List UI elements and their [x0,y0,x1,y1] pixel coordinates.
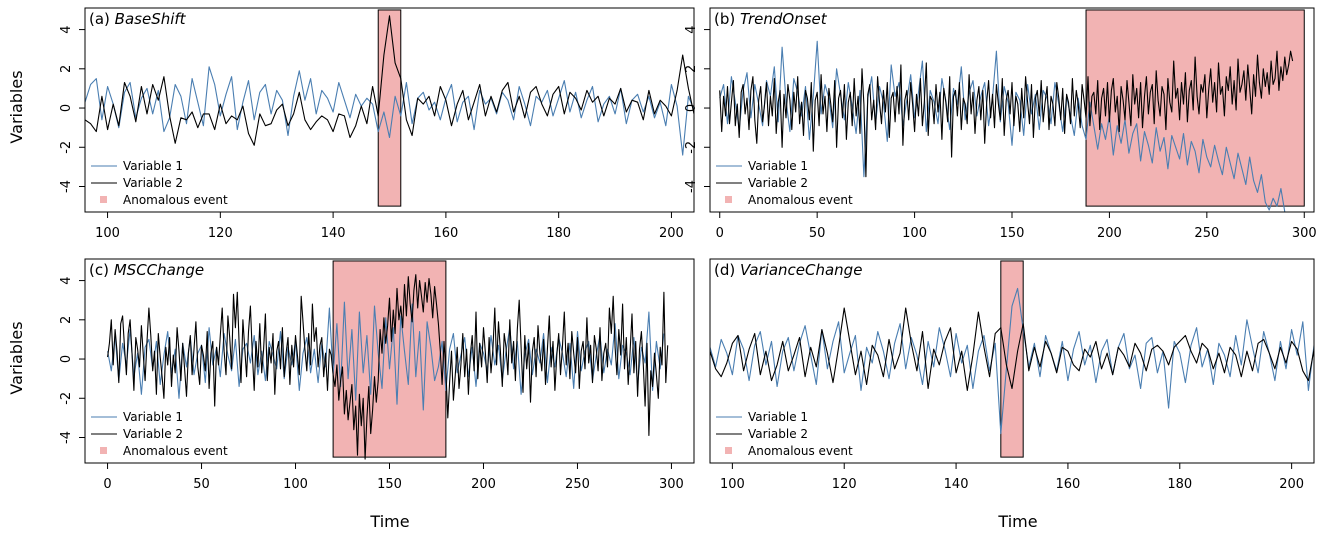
legend: Variable 1 Variable 2 Anomalous event [91,410,228,458]
x-tick-label: 180 [546,226,571,241]
panel-a: 100 120 140 160 180 200 -4 -2 0 2 4 (a) BaseShift Va… [59,7,695,241]
x-tick-label: 0 [103,477,111,492]
series-line-2 [85,15,694,146]
panel-title: (d) VarianceChange [714,261,862,279]
anomaly-region [1085,9,1305,207]
y-tick-label: -2 [684,141,699,154]
x-tick-label: 100 [902,226,927,241]
x-tick-label: 100 [720,477,745,492]
legend-label-variable-1: Variable 1 [748,159,808,173]
legend-swatch-anomaly [100,196,107,203]
legend-label-anomaly: Anomalous event [123,193,228,207]
x-tick-label: 300 [1292,226,1317,241]
panel-title-name: TrendOnset [740,10,828,28]
panel-title-prefix: (b) [714,10,740,28]
x-tick-label: 200 [1097,226,1122,241]
legend: Variable 1 Variable 2 Anomalous event [716,159,853,207]
y-tick-label: 4 [684,25,699,33]
y-tick-label: -2 [59,141,74,154]
legend-label-variable-2: Variable 2 [748,176,808,190]
x-tick-label: 140 [321,226,346,241]
y-axis-title-top: Variables [7,70,26,143]
anomaly-region [1000,260,1024,458]
x-tick-label: 200 [1279,477,1304,492]
panel-title: (b) TrendOnset [714,10,828,28]
plot-frame [84,7,695,213]
legend-label-variable-2: Variable 2 [123,427,183,441]
panel-title-name: MSCChange [114,261,204,279]
x-tick-label: 250 [565,477,590,492]
plot-frame [709,258,1315,464]
panel-c: 0 50 100 150 200 250 300 -4 -2 0 2 4 (c) MSCChange Va… [59,258,695,492]
panel-title: (a) BaseShift [89,10,187,28]
series-line-2 [719,50,1294,178]
legend-label-variable-1: Variable 1 [748,410,808,424]
x-tick-label: 150 [377,477,402,492]
series-line-2 [710,307,1314,391]
y-tick-label: 4 [59,25,74,33]
x-tick-label: 300 [659,477,684,492]
y-tick-label: 2 [59,316,74,324]
x-tick-label: 100 [283,477,308,492]
x-tick-label: 120 [832,477,857,492]
legend-swatch-anomaly [100,447,107,454]
x-tick-label: 200 [471,477,496,492]
series-line-2 [107,274,669,460]
y-tick-label: 2 [684,65,699,73]
x-tick-label: 180 [1167,477,1192,492]
y-tick-label: 0 [59,104,74,112]
y-tick-label: -4 [59,180,74,193]
y-tick-label: 4 [59,276,74,284]
x-tick-label: 0 [716,226,724,241]
series-line-1 [85,66,694,156]
y-tick-label: 0 [684,104,699,112]
anomaly-region [377,9,402,207]
y-axis-title-bottom: Variables [7,321,26,394]
panel-title-prefix: (d) [714,261,740,279]
x-tick-label: 160 [1056,477,1081,492]
y-tick-label: -4 [59,431,74,444]
x-tick-label: 50 [193,477,210,492]
legend-label-variable-1: Variable 1 [123,159,183,173]
legend-label-anomaly: Anomalous event [748,193,853,207]
legend-label-anomaly: Anomalous event [748,444,853,458]
x-tick-label: 200 [659,226,684,241]
panel-d: 100 120 140 160 180 200(d) VarianceChangeVari… [709,258,1315,492]
series-line-1 [719,40,1286,212]
legend: Variable 1 Variable 2 Anomalous event [716,410,853,458]
y-tick-label: 0 [59,355,74,363]
panel-title-prefix: (c) [89,261,114,279]
panel-b: 0 50 100 150 200 250 300 -4 -2 0 2 4 (b) TrendOnset V… [684,7,1317,241]
x-tick-label: 140 [944,477,969,492]
x-tick-label: 100 [95,226,120,241]
panel-title-prefix: (a) [89,10,115,28]
legend-label-variable-2: Variable 2 [748,427,808,441]
legend-swatch-anomaly [725,447,732,454]
x-tick-label: 250 [1194,226,1219,241]
y-tick-label: -2 [59,392,74,405]
panel-title-name: BaseShift [115,10,187,28]
x-tick-label: 150 [1000,226,1025,241]
x-tick-label: 50 [809,226,826,241]
x-axis-title-left: Time [369,512,409,531]
x-tick-label: 120 [208,226,233,241]
x-axis-title-right: Time [997,512,1037,531]
legend-label-anomaly: Anomalous event [123,444,228,458]
legend-label-variable-1: Variable 1 [123,410,183,424]
anomaly-region [332,260,447,458]
x-tick-label: 160 [433,226,458,241]
legend-label-variable-2: Variable 2 [123,176,183,190]
legend: Variable 1 Variable 2 Anomalous event [91,159,228,207]
panel-title-name: VarianceChange [740,261,862,279]
panel-title: (c) MSCChange [89,261,204,279]
y-tick-label: -4 [684,180,699,193]
y-tick-label: 2 [59,65,74,73]
legend-swatch-anomaly [725,196,732,203]
series-line-1 [710,287,1314,435]
